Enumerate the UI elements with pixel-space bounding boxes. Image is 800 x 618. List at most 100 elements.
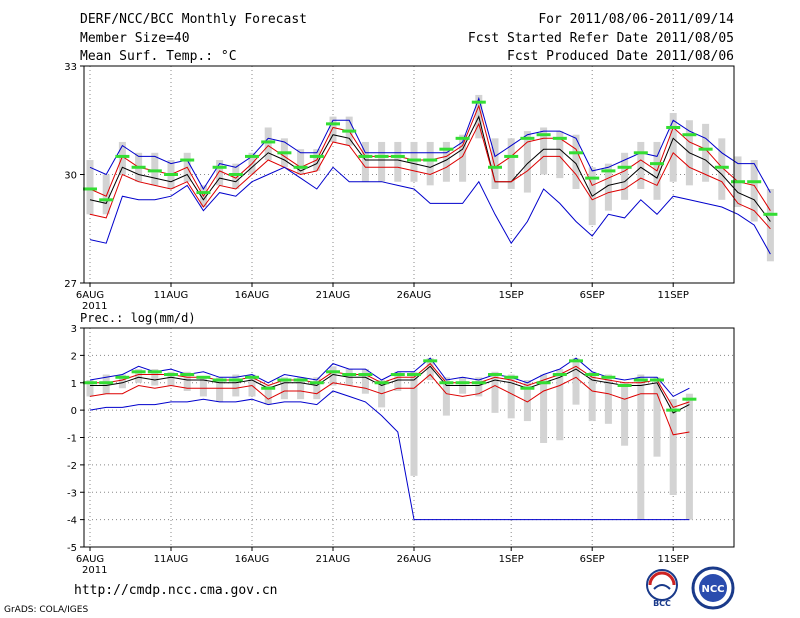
temp-range-box <box>669 113 677 182</box>
fcst-produced-date: Fcst Produced Date 2011/08/06 <box>507 49 734 64</box>
temp-range-box <box>102 174 110 215</box>
prec-ensemble-marker <box>520 386 535 390</box>
prec-xtick-label: 16AUG <box>235 554 270 565</box>
prec-range-box <box>507 374 515 419</box>
prec-ensemble-marker <box>99 381 114 385</box>
temp-range-box <box>329 116 337 142</box>
temp-ensemble-marker <box>358 154 373 158</box>
prec-ensemble-marker <box>536 381 551 385</box>
temp-ensemble-marker <box>536 133 551 137</box>
prec-ensemble-marker <box>552 373 567 377</box>
prec-ensemble-marker <box>439 381 454 385</box>
prec-range-box <box>118 374 126 389</box>
prec-range-box <box>572 358 580 405</box>
temp-range-box <box>216 160 224 186</box>
prec-ensemble-marker <box>488 373 502 377</box>
temp-xtick-label: 26AUG <box>397 290 432 301</box>
temp-ensemble-marker <box>261 140 276 144</box>
prec-xtick-label: 11AUG <box>154 554 189 565</box>
temp-ensemble-marker <box>277 151 292 155</box>
temp-ensemble-marker <box>390 154 405 158</box>
prec-range-box <box>361 369 369 394</box>
temp-min-line <box>89 166 771 255</box>
temp-ensemble-marker <box>245 154 259 158</box>
temp-range-box <box>718 138 726 200</box>
prec-ensemble-marker <box>471 381 486 385</box>
temp-range-box <box>507 138 515 189</box>
grads-credit: GrADS: COLA/IGES <box>4 605 89 615</box>
temp-range-box <box>604 163 612 211</box>
prec-lower-line <box>89 373 690 436</box>
prec-upper-line <box>90 362 690 409</box>
ncc-logo: NCC <box>691 566 735 610</box>
temp-ensemble-marker <box>342 129 357 133</box>
prec-ytick-label: 3 <box>71 324 77 335</box>
temp-ensemble-marker <box>423 158 438 162</box>
temp-ensemble-marker <box>714 165 729 169</box>
prec-xtick-label: 1SEP <box>499 554 524 565</box>
prec-range-box <box>199 377 207 397</box>
temp-ensemble-marker <box>601 169 616 173</box>
temp-ensemble-marker <box>83 187 97 191</box>
bcc-logo-text: BCC <box>653 599 671 608</box>
temp-ensemble-marker <box>666 125 681 129</box>
prec-ensemble-marker <box>326 370 340 374</box>
prec-range-box <box>475 377 483 397</box>
temp-range-box <box>702 123 710 182</box>
prec-range-box <box>653 377 661 457</box>
prec-ytick-label: 1 <box>71 379 77 390</box>
prec-range-box <box>491 371 499 413</box>
temp-range-box <box>621 152 629 200</box>
prec-range-box <box>523 380 531 422</box>
temp-xtick-label: 6AUG <box>76 290 104 301</box>
prec-ensemble-marker <box>342 373 357 377</box>
prec-range-box <box>442 377 450 416</box>
prec-range-box <box>264 385 272 405</box>
temp-range-box <box>86 160 94 215</box>
temp-range-box <box>491 138 499 189</box>
prec-ensemble-marker <box>228 378 243 382</box>
forecast-period: For 2011/08/06-2011/09/14 <box>538 12 734 27</box>
prec-range-box <box>394 371 402 391</box>
temp-range-box <box>361 141 369 182</box>
prec-range-box <box>556 369 564 441</box>
prec-xtick-label: 6AUG <box>76 554 104 565</box>
prec-range-box <box>540 374 548 443</box>
temp-ensemble-marker <box>164 173 178 176</box>
chart-title: DERF/NCC/BCC Monthly Forecast <box>80 12 307 27</box>
prec-range-box <box>167 371 175 386</box>
prec-ensemble-marker <box>277 378 292 382</box>
prec-range-box <box>280 377 288 400</box>
prec-ensemble-marker <box>83 381 97 385</box>
temp-ensemble-marker <box>180 158 195 162</box>
prec-range-box <box>183 371 191 391</box>
temp-mean-line <box>89 115 771 222</box>
temp-range-box <box>442 141 450 182</box>
prec-ensemble-marker <box>407 373 421 377</box>
prec-ensemble-marker <box>423 359 438 363</box>
temp-ensemble-marker <box>471 100 486 104</box>
prec-ytick-label: -3 <box>67 488 77 499</box>
prec-range-box <box>135 369 143 383</box>
temp-ensemble-marker <box>585 176 600 180</box>
temp-ensemble-marker <box>569 151 583 155</box>
prec-ytick-label: -5 <box>67 543 77 554</box>
prec-range-box <box>604 374 612 424</box>
temp-year-label: 2011 <box>82 301 107 312</box>
temp-ensemble-marker <box>196 191 211 195</box>
prec-range-box <box>410 371 418 476</box>
temp-ensemble-marker <box>407 158 421 162</box>
temp-range-box <box>766 188 774 262</box>
prec-year-label: 2011 <box>82 565 107 576</box>
prec-xtick-label: 26AUG <box>397 554 432 565</box>
prec-ensemble-marker <box>374 381 389 385</box>
prec-ensemble-marker <box>180 373 195 377</box>
temp-ensemble-marker <box>455 136 470 140</box>
temp-range-box <box>426 141 434 186</box>
temp-ensemble-marker <box>99 198 114 202</box>
temp-xtick-label: 6SEP <box>580 290 605 301</box>
prec-xtick-label: 11SEP <box>657 554 688 565</box>
prec-range-box <box>637 374 645 520</box>
temp-ensemble-marker <box>552 136 567 140</box>
website-url[interactable]: http://cmdp.ncc.cma.gov.cn <box>74 583 278 598</box>
